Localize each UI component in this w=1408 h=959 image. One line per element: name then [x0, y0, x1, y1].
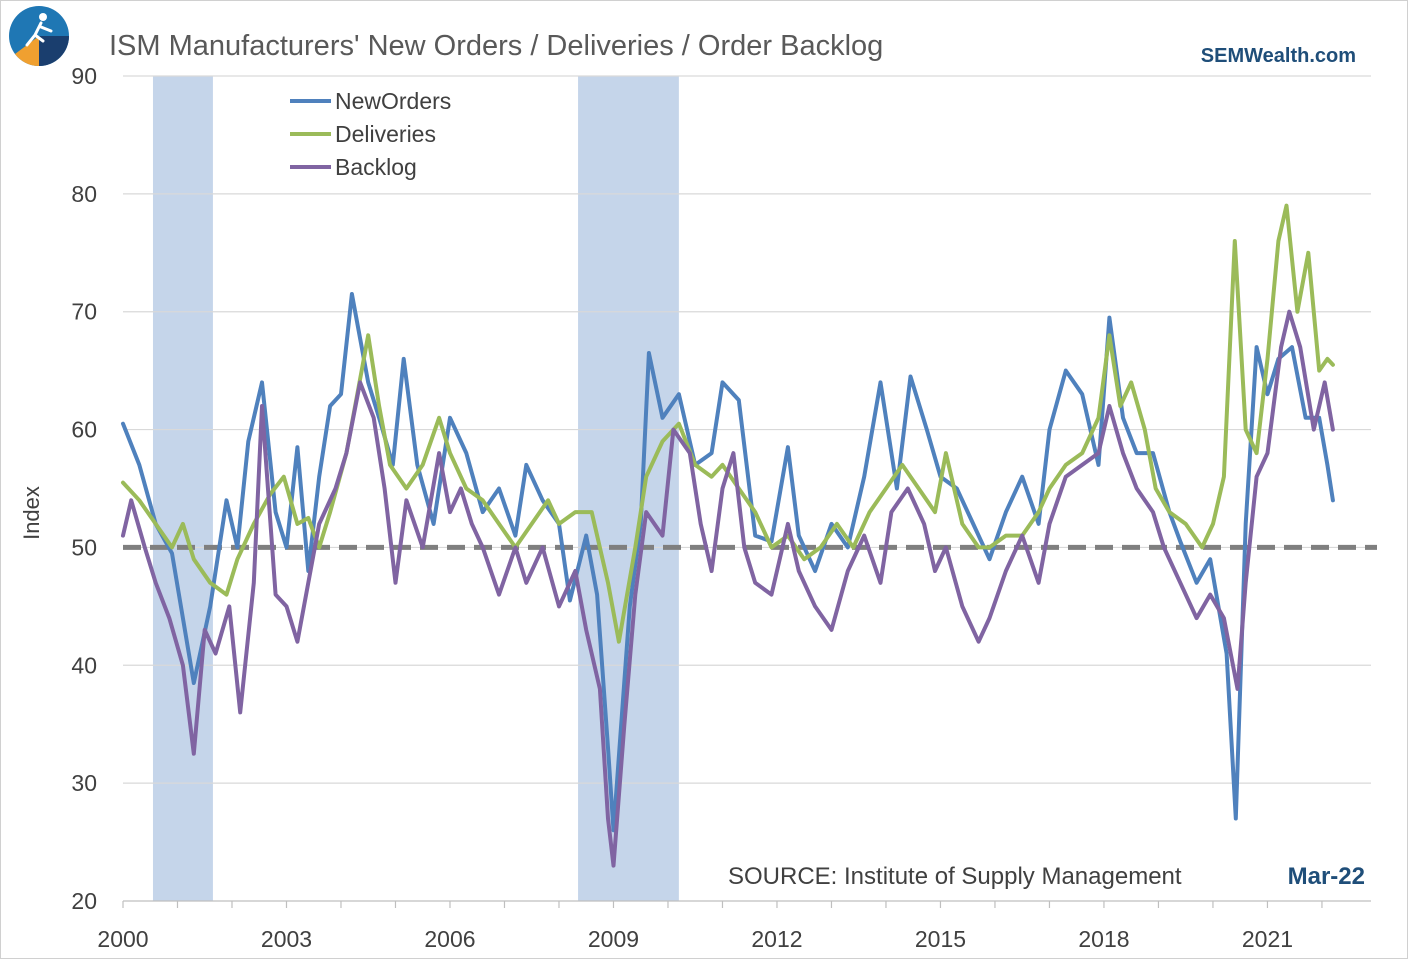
y-tick-60: 60: [71, 417, 97, 443]
x-tick-2021: 2021: [1242, 926, 1293, 952]
y-tick-80: 80: [71, 181, 97, 207]
x-tick-2003: 2003: [261, 926, 312, 952]
y-tick-labels: 20 30 40 50 60 70 80 90: [71, 63, 97, 914]
recession-band-0: [152, 76, 213, 901]
series-line-neworders: [121, 292, 1335, 833]
recession-band-1: [578, 76, 679, 901]
source-note: SOURCE: Institute of Supply Management: [728, 863, 1182, 890]
x-tick-2000: 2000: [97, 926, 148, 952]
x-tick-2012: 2012: [751, 926, 802, 952]
legend-label-deliveries: Deliveries: [335, 121, 436, 147]
x-tick-labels: 2000 2003 2006 2009 2012 2015 2018 2021: [97, 901, 1323, 952]
recession-bands: [152, 76, 679, 901]
y-tick-20: 20: [71, 888, 97, 914]
x-tick-2009: 2009: [588, 926, 639, 952]
series-lines: [121, 203, 1335, 868]
y-tick-30: 30: [71, 770, 97, 796]
y-tick-50: 50: [71, 534, 97, 560]
y-tick-90: 90: [71, 63, 97, 89]
legend: NewOrders Deliveries Backlog: [290, 88, 451, 180]
legend-label-backlog: Backlog: [335, 154, 417, 180]
brand-label: SEMWealth.com: [1201, 45, 1356, 67]
series-line-deliveries: [121, 203, 1335, 644]
x-tick-2006: 2006: [424, 926, 475, 952]
date-label: Mar-22: [1288, 863, 1365, 890]
y-axis-title: Index: [19, 486, 44, 540]
x-tick-2018: 2018: [1078, 926, 1129, 952]
x-tick-2015: 2015: [915, 926, 966, 952]
runner-globe-logo-icon: [9, 6, 69, 66]
legend-label-neworders: NewOrders: [335, 88, 451, 114]
grid-lines: [123, 75, 1371, 902]
series-line-backlog: [121, 309, 1335, 868]
y-tick-40: 40: [71, 652, 97, 678]
chart-title: ISM Manufacturers' New Orders / Deliveri…: [109, 30, 883, 62]
y-tick-70: 70: [71, 299, 97, 325]
